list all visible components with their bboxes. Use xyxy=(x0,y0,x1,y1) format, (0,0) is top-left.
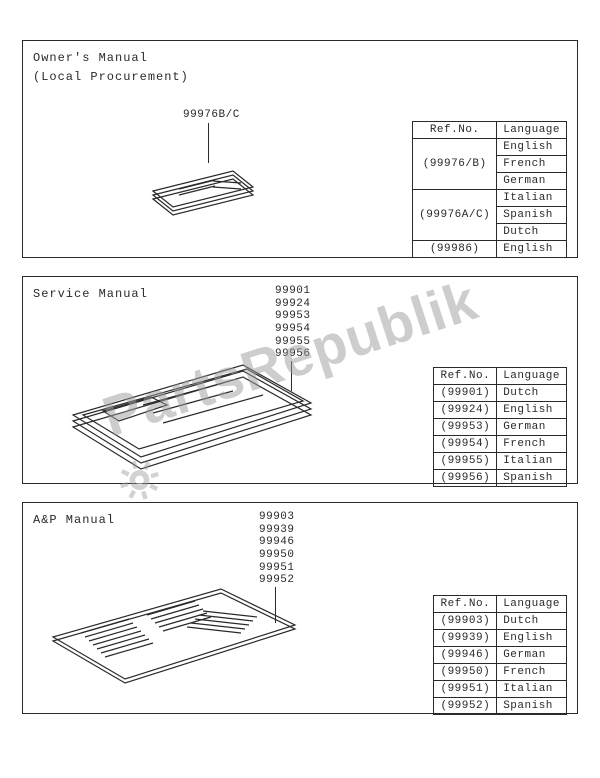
callout: 99946 xyxy=(259,536,295,548)
callout-stack: 99903 99939 99946 99950 99951 99952 xyxy=(259,511,295,587)
th-refno: Ref.No. xyxy=(413,122,497,139)
cell-ref: (99953) xyxy=(434,419,497,436)
cell-lang: French xyxy=(497,664,567,681)
cell-ref: (99950) xyxy=(434,664,497,681)
cell-lang: Spanish xyxy=(497,470,567,487)
title-line-1: Owner's Manual xyxy=(33,51,148,65)
panel-owners-manual: Owner's Manual (Local Procurement) 99976… xyxy=(22,40,578,258)
owners-manual-booklet xyxy=(143,151,263,231)
cell-lang: French xyxy=(497,156,567,173)
callout: 99954 xyxy=(275,323,311,335)
callout: 99903 xyxy=(259,511,295,523)
panel-title: Owner's Manual (Local Procurement) xyxy=(33,49,567,87)
panel-title: A&P Manual xyxy=(33,511,567,530)
cell-ref: (99955) xyxy=(434,453,497,470)
callout-label: 99976B/C xyxy=(183,109,240,122)
ap-manual-sheet xyxy=(43,567,303,707)
cell-lang: Dutch xyxy=(497,224,567,241)
cell-lang: Spanish xyxy=(497,207,567,224)
th-refno: Ref.No. xyxy=(434,596,497,613)
cell-lang: English xyxy=(497,241,567,258)
panel-ap-manual: A&P Manual xyxy=(22,502,578,714)
panel-service-manual: Service Manual 99901 99924 99953 99954 9… xyxy=(22,276,578,484)
cell-lang: Italian xyxy=(497,453,567,470)
th-lang: Language xyxy=(497,368,567,385)
cell-ref: (99986) xyxy=(413,241,497,258)
cell-ref: (99976A/C) xyxy=(413,190,497,241)
cell-lang: English xyxy=(497,402,567,419)
cell-lang: English xyxy=(497,139,567,156)
th-lang: Language xyxy=(497,596,567,613)
owners-ref-table: Ref.No. Language (99976/B) English Frenc… xyxy=(412,121,567,258)
title-line-2: (Local Procurement) xyxy=(33,70,189,84)
callout: 99939 xyxy=(259,524,295,536)
cell-ref: (99903) xyxy=(434,613,497,630)
th-refno: Ref.No. xyxy=(434,368,497,385)
cell-lang: English xyxy=(497,630,567,647)
callout: 99953 xyxy=(275,310,311,322)
callout: 99955 xyxy=(275,336,311,348)
cell-lang: Italian xyxy=(497,681,567,698)
cell-ref: (99951) xyxy=(434,681,497,698)
cell-lang: Dutch xyxy=(497,385,567,402)
ap-ref-table: Ref.No. Language (99903)Dutch (99939)Eng… xyxy=(433,595,567,715)
callout: 99952 xyxy=(259,574,295,586)
cell-lang: Spanish xyxy=(497,698,567,715)
cell-ref: (99952) xyxy=(434,698,497,715)
cell-ref: (99946) xyxy=(434,647,497,664)
service-ref-table: Ref.No. Language (99901)Dutch (99924)Eng… xyxy=(433,367,567,487)
cell-ref: (99956) xyxy=(434,470,497,487)
callout: 99950 xyxy=(259,549,295,561)
th-lang: Language xyxy=(497,122,567,139)
cell-lang: Dutch xyxy=(497,613,567,630)
callout: 99901 xyxy=(275,285,311,297)
cell-lang: German xyxy=(497,419,567,436)
cell-lang: German xyxy=(497,173,567,190)
cell-ref: (99976/B) xyxy=(413,139,497,190)
callout-line xyxy=(208,123,209,163)
callout: 99924 xyxy=(275,298,311,310)
cell-lang: Italian xyxy=(497,190,567,207)
diagram-page: Owner's Manual (Local Procurement) 99976… xyxy=(0,0,600,752)
cell-ref: (99924) xyxy=(434,402,497,419)
callout-line xyxy=(275,587,276,623)
cell-ref: (99901) xyxy=(434,385,497,402)
callout-line xyxy=(291,361,292,391)
cell-ref: (99939) xyxy=(434,630,497,647)
cell-lang: French xyxy=(497,436,567,453)
callout: 99956 xyxy=(275,348,311,360)
cell-lang: German xyxy=(497,647,567,664)
callout: 99951 xyxy=(259,562,295,574)
cell-ref: (99954) xyxy=(434,436,497,453)
callout-stack: 99901 99924 99953 99954 99955 99956 xyxy=(275,285,311,361)
